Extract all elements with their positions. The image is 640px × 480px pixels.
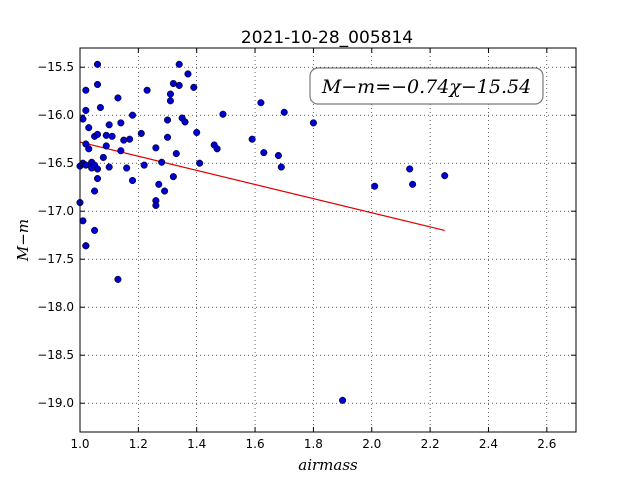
data-point bbox=[82, 242, 90, 250]
data-point bbox=[309, 119, 317, 127]
x-tick-labels: 1.0 1.2 1.4 1.6 1.8 2.0 2.2 2.4 2.6 bbox=[70, 437, 556, 451]
y-tick-label: −16.5 bbox=[37, 156, 74, 170]
data-point bbox=[137, 129, 145, 137]
x-tick-label: 1.6 bbox=[246, 437, 265, 451]
data-point bbox=[184, 70, 192, 78]
data-point bbox=[274, 151, 282, 160]
data-point bbox=[91, 226, 99, 234]
y-tick-label: −17.0 bbox=[37, 204, 74, 218]
y-tick-label: −17.5 bbox=[37, 252, 74, 266]
data-point bbox=[108, 132, 116, 140]
chart-title: 2021-10-28_005814 bbox=[241, 28, 413, 48]
x-axis-label: airmass bbox=[298, 456, 358, 474]
data-point bbox=[82, 106, 90, 114]
grid-lines bbox=[79, 48, 576, 432]
data-point bbox=[93, 80, 102, 89]
y-tick-label: −15.5 bbox=[37, 60, 74, 74]
y-tick-label: −19.0 bbox=[37, 396, 74, 410]
data-point bbox=[193, 128, 201, 137]
x-tick-label: 1.2 bbox=[129, 437, 148, 451]
data-point bbox=[93, 165, 102, 173]
data-point bbox=[172, 150, 180, 158]
data-point bbox=[117, 147, 125, 155]
data-point bbox=[169, 173, 177, 181]
data-point bbox=[102, 131, 110, 139]
fit-line bbox=[79, 141, 445, 231]
data-point bbox=[277, 163, 285, 171]
fit-equation-frame bbox=[309, 67, 544, 105]
data-point bbox=[85, 124, 93, 132]
data-point bbox=[93, 130, 102, 138]
data-point bbox=[82, 86, 90, 94]
data-point bbox=[96, 103, 104, 112]
data-point bbox=[120, 136, 128, 144]
data-point bbox=[99, 153, 107, 161]
data-point bbox=[409, 180, 417, 188]
data-point bbox=[105, 121, 113, 129]
x-tick-label: 1.0 bbox=[70, 437, 89, 451]
data-point bbox=[161, 187, 169, 195]
data-point bbox=[93, 175, 102, 183]
x-tick-label: 1.4 bbox=[187, 437, 206, 451]
data-point bbox=[79, 115, 87, 123]
data-point bbox=[339, 396, 347, 404]
data-point bbox=[123, 164, 131, 172]
data-point bbox=[175, 60, 183, 68]
data-point bbox=[85, 145, 93, 153]
data-point bbox=[163, 133, 172, 141]
data-point bbox=[166, 90, 174, 98]
data-point bbox=[105, 163, 113, 171]
data-point bbox=[143, 86, 151, 94]
data-point bbox=[91, 187, 99, 195]
data-point bbox=[196, 159, 204, 167]
fit-equation-label: M−m=−0.74χ−15.54 bbox=[321, 76, 531, 98]
x-tick-label: 2.6 bbox=[537, 437, 556, 451]
y-tick-labels: −15.5 −16.0 −16.5 −17.0 −17.5 −18.0 −18.5 −19.0 bbox=[37, 60, 74, 410]
data-point bbox=[152, 201, 160, 209]
data-point bbox=[128, 176, 137, 185]
data-point bbox=[181, 118, 189, 126]
data-point bbox=[213, 145, 221, 153]
data-point bbox=[114, 94, 122, 102]
data-point bbox=[93, 60, 102, 68]
y-tick-label: −18.5 bbox=[37, 348, 74, 362]
x-tick-label: 2.0 bbox=[362, 437, 381, 451]
data-points bbox=[76, 60, 449, 404]
y-tick-label: −18.0 bbox=[37, 300, 74, 314]
x-tick-label: 2.4 bbox=[479, 437, 498, 451]
axis-ticks bbox=[79, 48, 576, 432]
data-point bbox=[117, 119, 125, 127]
data-point bbox=[102, 142, 110, 150]
data-point bbox=[280, 108, 288, 116]
x-tick-label: 2.2 bbox=[421, 437, 440, 451]
data-point bbox=[257, 99, 265, 107]
data-point bbox=[128, 111, 137, 119]
data-point bbox=[441, 172, 449, 180]
x-tick-label: 1.8 bbox=[304, 437, 323, 451]
data-point bbox=[152, 144, 160, 152]
data-point bbox=[406, 165, 414, 173]
data-point bbox=[166, 97, 174, 105]
data-point bbox=[175, 81, 183, 89]
data-point bbox=[155, 180, 163, 188]
y-axis-label: M−m bbox=[14, 219, 32, 262]
plot-frame bbox=[79, 47, 577, 433]
data-point bbox=[260, 149, 268, 157]
data-point bbox=[126, 135, 134, 143]
data-point bbox=[190, 83, 198, 91]
data-point bbox=[219, 110, 227, 118]
fit-equation-box: M−m=−0.74χ−15.54 bbox=[309, 67, 544, 105]
y-tick-label: −16.0 bbox=[37, 108, 74, 122]
data-point bbox=[79, 217, 87, 225]
data-point bbox=[158, 158, 166, 166]
data-point bbox=[248, 135, 256, 143]
data-point bbox=[140, 161, 148, 169]
data-point bbox=[163, 116, 172, 124]
data-point bbox=[114, 275, 122, 283]
data-point bbox=[371, 182, 379, 190]
fit-line-group bbox=[79, 141, 445, 231]
